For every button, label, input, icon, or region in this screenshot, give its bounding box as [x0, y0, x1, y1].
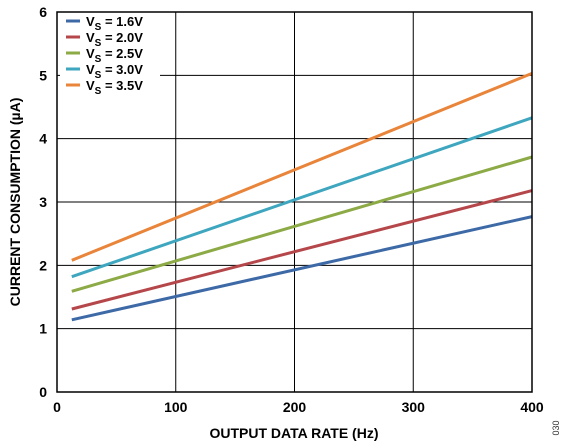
legend-entry-value: = 2.0V: [101, 30, 143, 45]
legend-entry-main: V: [86, 78, 95, 93]
legend-entry-main: V: [86, 46, 95, 61]
legend-entry-subscript: S: [95, 86, 102, 97]
legend-entry-main: V: [86, 14, 95, 29]
y-tick-label: 2: [39, 257, 47, 273]
series-line-3: [71, 116, 533, 279]
x-tick-label: 100: [164, 399, 188, 415]
x-axis-label: OUTPUT DATA RATE (Hz): [209, 425, 378, 441]
y-tick-label: 1: [39, 321, 47, 337]
legend-entry-value: = 2.5V: [101, 46, 143, 61]
y-axis-label: CURRENT CONSUMPTION (µA): [7, 98, 23, 307]
legend-entry-value: = 3.0V: [101, 62, 143, 77]
series-line-1: [71, 189, 533, 311]
x-tick-labels: 0 100 200 300 400: [53, 399, 544, 415]
legend-entry-main: V: [86, 30, 95, 45]
series-lines: [71, 72, 533, 322]
series-line-4: [71, 72, 533, 262]
legend-entry-main: V: [86, 62, 95, 77]
plot-frame: [56, 11, 533, 393]
x-tick-label: 400: [520, 399, 544, 415]
y-tick-label: 4: [39, 131, 47, 147]
legend-entry-4: VS = 3.5V: [86, 78, 143, 97]
series-line-2: [71, 155, 533, 293]
y-tick-labels: 0 1 2 3 4 5 6: [39, 4, 47, 400]
legend-entry-value: = 1.6V: [101, 14, 143, 29]
legend-entry-subscript: S: [95, 22, 102, 33]
figure-id: 030: [551, 420, 561, 435]
legend-entry-value: = 3.5V: [101, 78, 143, 93]
legend-background: [60, 14, 160, 96]
legend-entry-subscript: S: [95, 54, 102, 65]
series-line-0: [71, 215, 533, 322]
y-tick-label: 5: [39, 67, 47, 83]
legend-entry-3: VS = 3.0V: [86, 62, 143, 81]
legend-entry-subscript: S: [95, 38, 102, 49]
y-tick-label: 6: [39, 4, 47, 20]
legend-entry-0: VS = 1.6V: [86, 14, 143, 33]
y-tick-label: 0: [39, 384, 47, 400]
x-tick-label: 0: [53, 399, 61, 415]
y-tick-label: 3: [39, 194, 47, 210]
legend-entry-1: VS = 2.0V: [86, 30, 143, 49]
legend-entry-subscript: S: [95, 70, 102, 81]
legend-entry-2: VS = 2.5V: [86, 46, 143, 65]
x-tick-label: 300: [402, 399, 426, 415]
x-tick-label: 200: [283, 399, 307, 415]
